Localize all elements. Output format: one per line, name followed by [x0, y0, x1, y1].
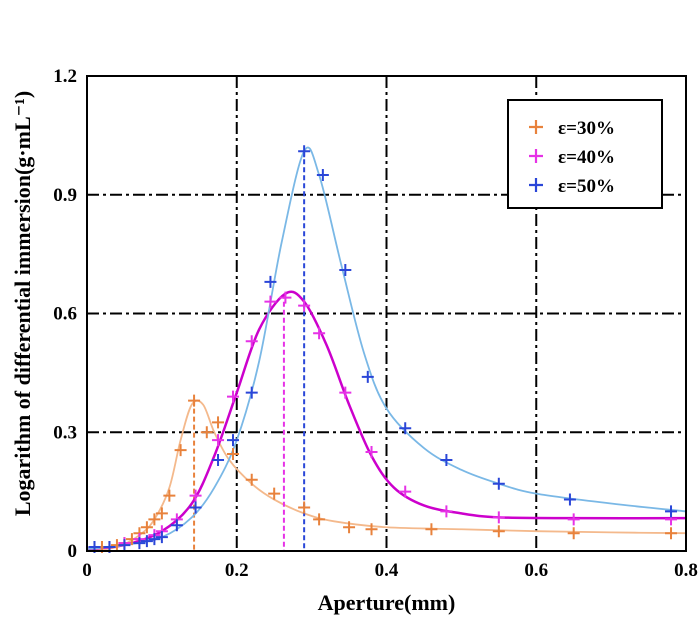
x-axis-label: Aperture(mm) [318, 590, 456, 615]
series-3-point [399, 422, 412, 435]
series-1-point [665, 527, 678, 540]
series-1-point [188, 394, 201, 407]
series-3-point [155, 531, 168, 544]
series-2-point [339, 386, 352, 399]
series-3-point [316, 168, 329, 181]
y-axis-label: Logarithm of differential immersion(g·mL… [10, 91, 35, 516]
series-2-line [86, 290, 687, 551]
series-2-point [189, 489, 202, 502]
series-1-point [245, 473, 258, 486]
x-tick-label: 0.2 [225, 560, 249, 581]
x-tick-label: 0.6 [524, 560, 548, 581]
series-3-point [118, 539, 131, 552]
x-axis-ticks: 0 0.2 0.4 0.6 0.8 [82, 560, 698, 581]
series-1-point [163, 489, 176, 502]
series-2-point [399, 485, 412, 498]
series-1-point [140, 521, 153, 534]
series-1-point [200, 426, 213, 439]
x-tick-label: 0.8 [674, 560, 698, 581]
series-1-point [313, 513, 326, 526]
legend-label-3: ε=50% [558, 176, 615, 197]
series-3-point [264, 275, 277, 288]
series-2-point [279, 291, 292, 304]
series-3-point [148, 533, 161, 546]
series-1-point [268, 487, 281, 500]
series-1-point [492, 525, 505, 538]
series-1-point [212, 416, 225, 429]
series-3-point [298, 145, 311, 158]
series-1-point [365, 523, 378, 536]
series-3-point [189, 501, 202, 514]
series-2-point [440, 505, 453, 518]
series-1-point [425, 523, 438, 536]
y-tick-label: 0.3 [53, 422, 77, 443]
series-3-point [339, 263, 352, 276]
plot-frame [86, 75, 687, 552]
series-3-point [492, 477, 505, 490]
legend-box [507, 99, 663, 209]
series-3-point [170, 519, 183, 532]
series-1-point [567, 527, 580, 540]
series-1-point [148, 513, 161, 526]
series-3-point [563, 493, 576, 506]
series-1-point [155, 507, 168, 520]
series-3-point [212, 453, 225, 466]
series-2-point [567, 513, 580, 526]
x-tick-label: 0.4 [375, 560, 399, 581]
series-2-point [227, 390, 240, 403]
legend-marker-3 [529, 178, 543, 192]
series-1-point [343, 521, 356, 534]
series-2-point [492, 511, 505, 524]
x-tick-label: 0 [82, 560, 92, 581]
legend-label-2: ε=40% [558, 147, 615, 168]
legend-label-1: ε=30% [558, 118, 615, 139]
series-3-point [140, 535, 153, 548]
series-3-point [227, 434, 240, 447]
series-2-point [212, 434, 225, 447]
series-2-point [313, 327, 326, 340]
y-tick-label: 0 [68, 541, 78, 562]
legend: ε=30% ε=40% ε=50% [507, 99, 663, 209]
series-1-point [298, 501, 311, 514]
y-tick-label: 0.6 [53, 304, 77, 325]
series-3-point [245, 386, 258, 399]
series-3-point [133, 537, 146, 550]
y-tick-label: 1.2 [53, 66, 77, 87]
legend-marker-1 [529, 120, 543, 134]
series-3-point [440, 453, 453, 466]
legend-marker-2 [529, 149, 543, 163]
series-3-point [361, 370, 374, 383]
series-2-point [298, 299, 311, 312]
series-1-point [174, 444, 187, 457]
series-2-point [264, 295, 277, 308]
series-1-point [227, 448, 240, 461]
series-3-point [665, 505, 678, 518]
series-2-point [245, 335, 258, 348]
y-axis-ticks: 0 0.3 0.6 0.9 1.2 [53, 66, 77, 562]
y-tick-label: 0.9 [53, 185, 77, 206]
series-2-point [365, 446, 378, 459]
